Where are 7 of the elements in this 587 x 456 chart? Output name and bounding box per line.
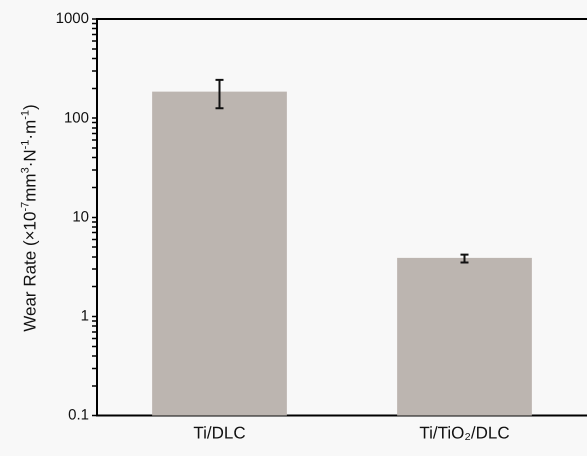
x-tick-label: Ti/TiO₂/DLC: [419, 423, 510, 442]
y-tick-label: 1: [80, 308, 89, 325]
y-tick-label: 100: [64, 109, 89, 126]
y-tick-label: 0.1: [68, 406, 89, 424]
x-tick-label: Ti/DLC: [193, 423, 246, 442]
y-tick-label: 1000: [56, 10, 89, 28]
y-tick-label: 10: [72, 208, 89, 226]
